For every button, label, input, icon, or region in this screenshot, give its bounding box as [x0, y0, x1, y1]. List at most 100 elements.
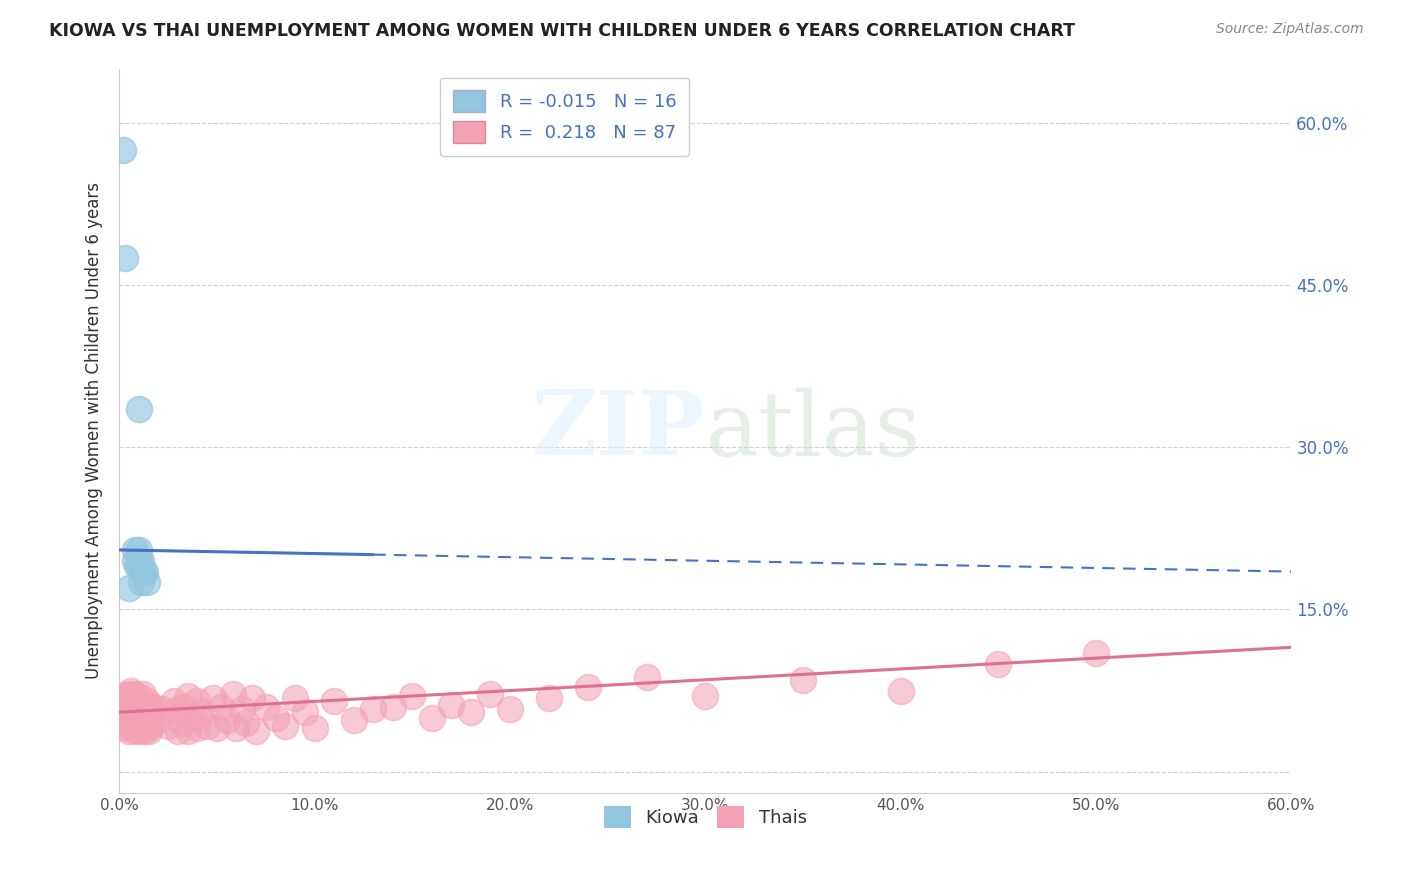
- Point: [132, 565, 155, 579]
- Point: [163, 694, 186, 708]
- Point: [138, 699, 160, 714]
- Point: [202, 691, 225, 706]
- Point: [195, 719, 218, 733]
- Point: [124, 543, 146, 558]
- Point: [128, 554, 150, 568]
- Point: [132, 719, 155, 733]
- Point: [176, 723, 198, 738]
- Point: [183, 711, 205, 725]
- Point: [128, 723, 150, 738]
- Text: Source: ZipAtlas.com: Source: ZipAtlas.com: [1216, 22, 1364, 37]
- Text: KIOWA VS THAI UNEMPLOYMENT AMONG WOMEN WITH CHILDREN UNDER 6 YEARS CORRELATION C: KIOWA VS THAI UNEMPLOYMENT AMONG WOMEN W…: [49, 22, 1076, 40]
- Point: [274, 719, 297, 733]
- Point: [120, 699, 142, 714]
- Point: [120, 719, 142, 733]
- Point: [129, 702, 152, 716]
- Point: [401, 689, 423, 703]
- Point: [134, 702, 156, 716]
- Point: [792, 673, 814, 687]
- Point: [125, 559, 148, 574]
- Point: [124, 554, 146, 568]
- Point: [1085, 646, 1108, 660]
- Point: [128, 402, 150, 417]
- Point: [215, 713, 238, 727]
- Point: [134, 723, 156, 738]
- Point: [128, 559, 150, 574]
- Point: [186, 722, 208, 736]
- Point: [112, 705, 135, 719]
- Point: [115, 702, 138, 716]
- Point: [221, 687, 243, 701]
- Point: [190, 705, 212, 719]
- Point: [114, 694, 136, 708]
- Point: [209, 699, 232, 714]
- Text: ZIP: ZIP: [531, 387, 706, 475]
- Point: [235, 716, 257, 731]
- Point: [122, 687, 145, 701]
- Point: [132, 687, 155, 701]
- Point: [112, 143, 135, 157]
- Point: [245, 723, 267, 738]
- Point: [420, 711, 443, 725]
- Point: [141, 705, 163, 719]
- Point: [115, 687, 138, 701]
- Legend: Kiowa, Thais: Kiowa, Thais: [596, 798, 814, 835]
- Point: [695, 689, 717, 703]
- Point: [138, 723, 160, 738]
- Point: [148, 713, 170, 727]
- Point: [125, 699, 148, 714]
- Point: [304, 722, 326, 736]
- Point: [139, 719, 162, 733]
- Point: [231, 702, 253, 716]
- Point: [890, 683, 912, 698]
- Point: [576, 681, 599, 695]
- Point: [205, 722, 228, 736]
- Point: [124, 723, 146, 738]
- Point: [135, 694, 157, 708]
- Point: [479, 687, 502, 701]
- Point: [118, 705, 141, 719]
- Point: [114, 713, 136, 727]
- Point: [381, 699, 404, 714]
- Point: [225, 722, 247, 736]
- Point: [173, 699, 195, 714]
- Point: [186, 694, 208, 708]
- Point: [538, 691, 561, 706]
- Point: [143, 699, 166, 714]
- Point: [240, 691, 263, 706]
- Point: [122, 722, 145, 736]
- Y-axis label: Unemployment Among Women with Children Under 6 years: Unemployment Among Women with Children U…: [86, 183, 103, 680]
- Point: [135, 575, 157, 590]
- Point: [150, 702, 173, 716]
- Point: [254, 699, 277, 714]
- Point: [115, 722, 138, 736]
- Point: [167, 723, 190, 738]
- Point: [499, 702, 522, 716]
- Point: [284, 691, 307, 706]
- Point: [128, 708, 150, 723]
- Point: [460, 705, 482, 719]
- Point: [118, 723, 141, 738]
- Point: [157, 719, 180, 733]
- Point: [118, 689, 141, 703]
- Point: [323, 694, 346, 708]
- Point: [135, 722, 157, 736]
- Point: [170, 716, 193, 731]
- Point: [112, 689, 135, 703]
- Point: [636, 669, 658, 683]
- Point: [134, 565, 156, 579]
- Point: [264, 711, 287, 725]
- Point: [343, 713, 366, 727]
- Point: [361, 702, 384, 716]
- Point: [125, 719, 148, 733]
- Point: [128, 543, 150, 558]
- Point: [132, 705, 155, 719]
- Point: [114, 251, 136, 265]
- Point: [118, 581, 141, 595]
- Point: [129, 722, 152, 736]
- Point: [129, 575, 152, 590]
- Point: [128, 689, 150, 703]
- Point: [124, 705, 146, 719]
- Point: [124, 691, 146, 706]
- Point: [176, 689, 198, 703]
